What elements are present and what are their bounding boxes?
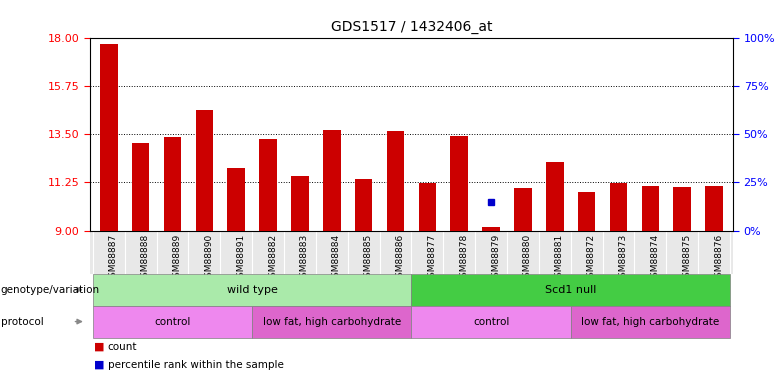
- Text: GSM88873: GSM88873: [619, 234, 628, 284]
- Bar: [642, 186, 659, 231]
- Bar: [411, 274, 730, 306]
- Text: low fat, high carbohydrate: low fat, high carbohydrate: [581, 316, 719, 327]
- Text: GSM88887: GSM88887: [109, 234, 118, 284]
- Text: GSM88874: GSM88874: [651, 234, 659, 283]
- Text: GSM88881: GSM88881: [555, 234, 564, 284]
- Bar: [411, 306, 571, 338]
- Text: GSM88880: GSM88880: [523, 234, 532, 284]
- Bar: [571, 306, 730, 338]
- Text: GSM88876: GSM88876: [714, 234, 723, 284]
- Bar: [610, 183, 627, 231]
- Text: ■: ■: [94, 360, 104, 369]
- Text: control: control: [154, 316, 191, 327]
- Text: GSM88875: GSM88875: [682, 234, 691, 284]
- Text: GSM88885: GSM88885: [363, 234, 373, 284]
- Bar: [93, 306, 252, 338]
- Text: GSM88884: GSM88884: [332, 234, 341, 283]
- Text: GSM88877: GSM88877: [427, 234, 436, 284]
- Text: Scd1 null: Scd1 null: [545, 285, 597, 295]
- Bar: [578, 192, 595, 231]
- Text: count: count: [108, 342, 137, 352]
- Text: genotype/variation: genotype/variation: [1, 285, 100, 295]
- Bar: [93, 274, 411, 306]
- Bar: [132, 142, 150, 231]
- Bar: [196, 111, 213, 231]
- Bar: [164, 137, 181, 231]
- Text: GSM88882: GSM88882: [268, 234, 277, 283]
- Bar: [100, 44, 118, 231]
- Bar: [259, 140, 277, 231]
- Bar: [228, 168, 245, 231]
- Text: GSM88891: GSM88891: [236, 234, 245, 284]
- Bar: [419, 183, 436, 231]
- Bar: [323, 130, 341, 231]
- Text: GSM88889: GSM88889: [172, 234, 182, 284]
- Bar: [291, 176, 309, 231]
- Bar: [705, 186, 723, 231]
- Text: protocol: protocol: [1, 316, 44, 327]
- Text: GSM88878: GSM88878: [459, 234, 468, 284]
- Text: GSM88883: GSM88883: [300, 234, 309, 284]
- Bar: [387, 131, 404, 231]
- Text: GSM88879: GSM88879: [491, 234, 500, 284]
- Text: GSM88888: GSM88888: [140, 234, 150, 284]
- Text: ■: ■: [94, 342, 104, 352]
- Text: GSM88890: GSM88890: [204, 234, 214, 284]
- Text: low fat, high carbohydrate: low fat, high carbohydrate: [263, 316, 401, 327]
- Text: GSM88886: GSM88886: [395, 234, 405, 284]
- Bar: [546, 162, 564, 231]
- Text: wild type: wild type: [227, 285, 278, 295]
- Text: control: control: [473, 316, 509, 327]
- Title: GDS1517 / 1432406_at: GDS1517 / 1432406_at: [331, 20, 492, 34]
- Bar: [355, 179, 372, 231]
- Text: percentile rank within the sample: percentile rank within the sample: [108, 360, 283, 369]
- Bar: [252, 306, 411, 338]
- Bar: [514, 188, 532, 231]
- Bar: [482, 227, 500, 231]
- Bar: [673, 187, 691, 231]
- Text: GSM88872: GSM88872: [587, 234, 596, 283]
- Bar: [451, 136, 468, 231]
